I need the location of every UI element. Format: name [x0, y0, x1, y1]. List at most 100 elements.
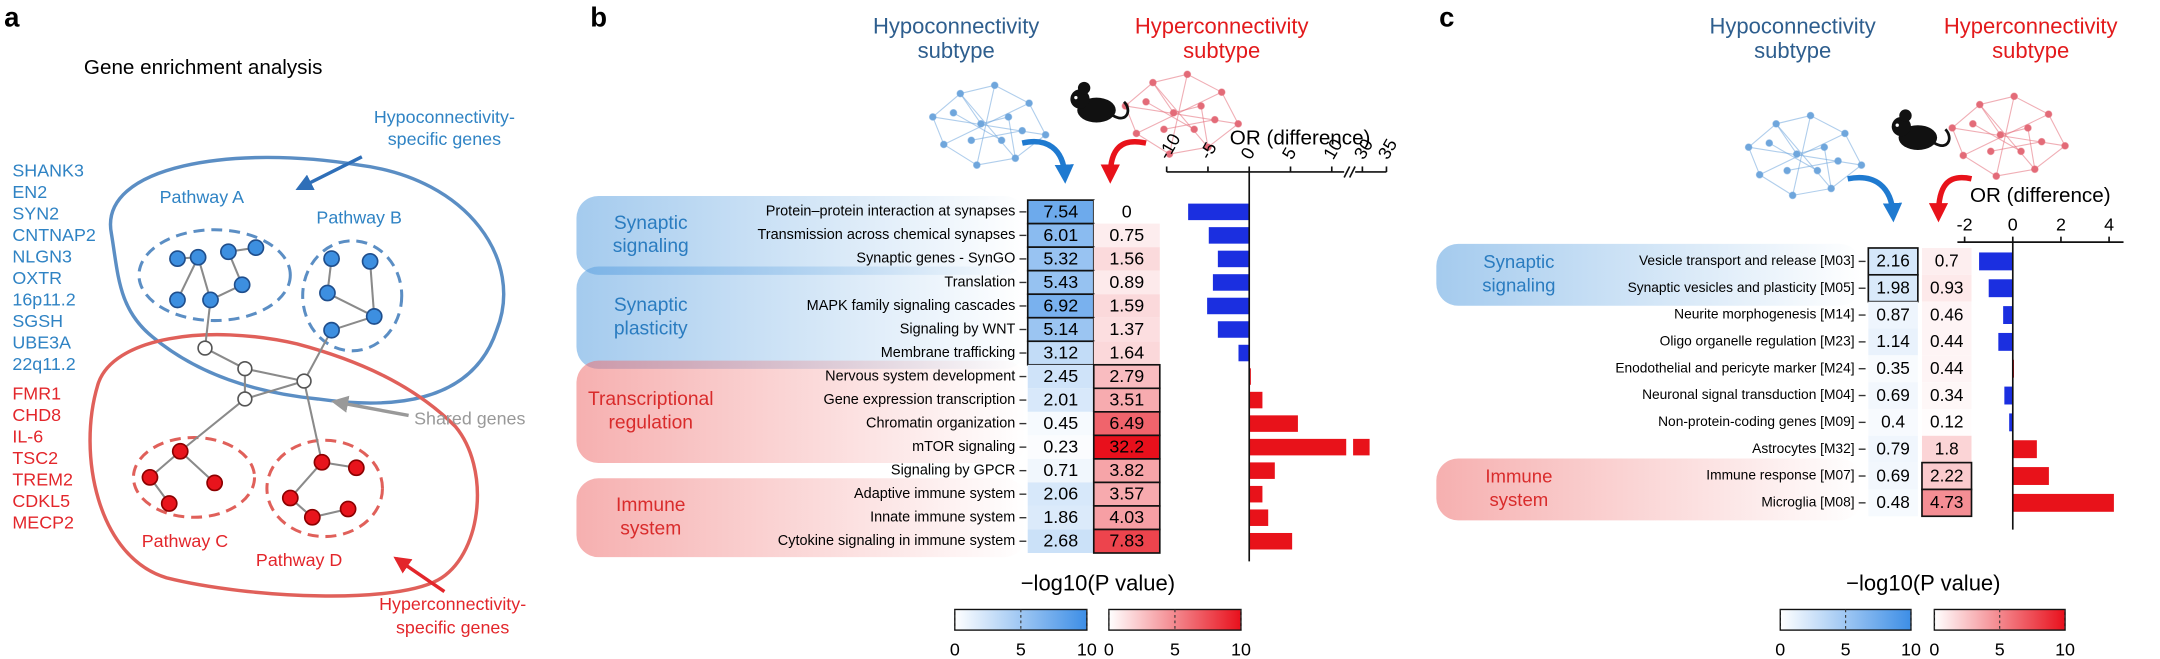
hyper-value: 0.44: [1930, 358, 1964, 378]
group-label: plasticity: [614, 319, 688, 340]
subtype-title: Hypoconnectivity: [1709, 13, 1875, 38]
bar: [2003, 306, 2013, 324]
pathway-label: Pathway A: [160, 187, 245, 207]
colorbar-tick-label: 10: [1901, 639, 1921, 659]
annotation: specific genes: [388, 129, 501, 149]
hypo-value: 0.69: [1876, 465, 1909, 485]
group-label: Synaptic: [614, 295, 688, 316]
hyper-cell: [1921, 488, 1973, 518]
hypo-value: 0.4: [1881, 412, 1905, 432]
hypo-cell: [1868, 489, 1918, 517]
hyper-value: 2.79: [1109, 366, 1144, 386]
bar: [1249, 438, 1370, 456]
hyper-value: 3.57: [1109, 484, 1144, 504]
row-label: Gene expression transcription: [824, 392, 1016, 408]
panel-title: Gene enrichment analysis: [84, 56, 322, 79]
subtype-title: subtype: [1992, 38, 2069, 63]
gene-name: TSC2: [12, 448, 58, 468]
hyper-cell: [1921, 461, 1973, 491]
bar: [2012, 467, 2049, 485]
hyper-cell: [1921, 355, 1972, 383]
colorbar-tick-label: 10: [1077, 639, 1097, 659]
hypo-cell: [1027, 505, 1094, 530]
row-label: Adaptive immune system: [854, 486, 1015, 502]
annotation: Shared genes: [414, 408, 525, 428]
bar: [1998, 332, 2013, 351]
mouse-icon: [1068, 80, 1130, 124]
bar: [1217, 321, 1250, 338]
colorbar-tick-label: 5: [1016, 639, 1026, 659]
hypo-value: 2.01: [1043, 389, 1078, 409]
curved-arrow: [1928, 174, 1973, 223]
x-tick-label: 2: [2056, 214, 2066, 234]
colorbar-tick-label: 5: [1170, 639, 1180, 659]
colorbar-tick-label: 5: [1841, 639, 1851, 659]
panel-label: b: [590, 2, 607, 33]
group-label: signaling: [613, 236, 689, 257]
hypo-value: 1.86: [1043, 507, 1078, 527]
hypo-value: 2.68: [1043, 531, 1078, 551]
group-label: Transcriptional: [588, 389, 714, 410]
gene-name: EN2: [12, 182, 47, 202]
hypo-value: 5.32: [1043, 248, 1078, 268]
hypo-value: 0.35: [1876, 358, 1909, 378]
group-band: [576, 195, 1027, 275]
row-label: Transmission across chemical synapses: [758, 227, 1016, 243]
colorbar-tick-label: 0: [1929, 639, 1939, 659]
annotation: specific genes: [396, 617, 509, 637]
hypo-cell: [1868, 382, 1918, 409]
row-label: Chromatin organization: [866, 415, 1015, 431]
hypo-value: 3.12: [1043, 342, 1078, 362]
hyper-cell: [1092, 528, 1161, 554]
x-tick-label: -10: [1154, 130, 1184, 162]
row-label: Neurite morphogenesis [M14]: [1674, 307, 1854, 322]
hypo-value: 2.16: [1876, 251, 1909, 271]
hyper-cell: [1921, 435, 1972, 463]
bar: [1979, 252, 2013, 271]
hyper-cell: [1093, 247, 1160, 271]
hypo-value: 6.92: [1043, 295, 1078, 315]
pathway-label: Pathway D: [256, 550, 343, 570]
gene-name: SYN2: [12, 204, 59, 224]
bar: [1249, 415, 1298, 432]
gene-name: OXTR: [12, 268, 62, 288]
network-icon: [928, 81, 1050, 169]
x-tick-label: 4: [2104, 214, 2114, 234]
gene-name: TREM2: [12, 469, 73, 489]
colorbar-tick-label: 0: [950, 639, 960, 659]
x-tick-label: -5: [1195, 139, 1220, 163]
colorbar-tick-label: 10: [2055, 639, 2075, 659]
hyper-cell: [1921, 408, 1972, 436]
hyper-cell: [1093, 200, 1160, 224]
decorations: [928, 70, 2069, 223]
hypo-value: 0.23: [1043, 437, 1078, 457]
hypo-value: 0.71: [1043, 460, 1078, 480]
group-label: signaling: [1482, 274, 1555, 295]
hypo-cell: [1027, 364, 1094, 389]
hyper-value: 0: [1122, 201, 1132, 221]
annotation: Hypoconnectivity-: [374, 107, 515, 127]
hypo-cell: [1868, 435, 1918, 463]
axis-title: OR (difference): [1230, 126, 1371, 149]
bar: [1217, 250, 1250, 268]
group-label: system: [620, 518, 681, 539]
gene-name: CDKL5: [12, 491, 70, 511]
hyper-region: [88, 332, 480, 598]
hyper-cell: [1921, 301, 1972, 329]
group-band: [576, 478, 1027, 558]
gene-name: FMR1: [12, 384, 61, 404]
colorbar-tick-label: 0: [1775, 639, 1785, 659]
group-label: Immune: [1485, 466, 1552, 487]
hypo-value: 5.43: [1043, 272, 1078, 292]
hyper-value: 0.89: [1109, 272, 1144, 292]
group-label: Synaptic: [614, 213, 688, 234]
axis-break-mark: [1343, 166, 1351, 178]
hypo-value: 2.06: [1043, 484, 1078, 504]
hyper-cell: [1093, 270, 1160, 295]
hyper-cell: [1093, 223, 1160, 248]
row-label: Neuronal signal transduction [M04]: [1642, 387, 1854, 402]
row-label: Nervous system development: [825, 368, 1015, 384]
network-icon: [1948, 92, 2069, 180]
